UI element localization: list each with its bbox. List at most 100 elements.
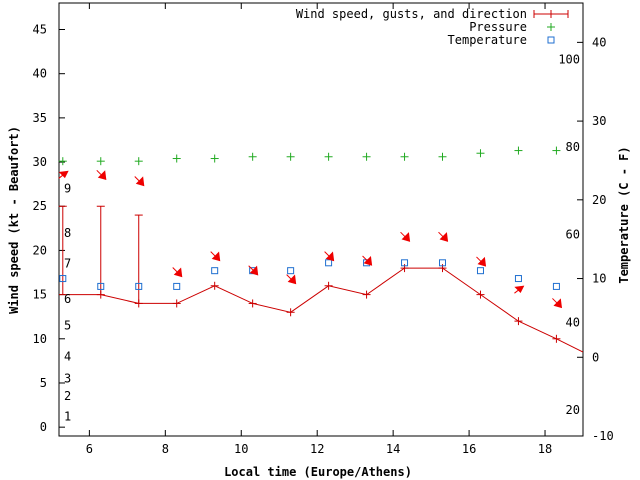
beaufort-label: 6 xyxy=(64,292,71,306)
fahrenheit-label: 20 xyxy=(566,403,580,417)
wind-speed-point xyxy=(514,317,523,326)
arrow-head xyxy=(58,170,69,179)
fahrenheit-label: 40 xyxy=(566,316,580,330)
fahrenheit-label: 80 xyxy=(566,140,580,154)
wind-speed-point xyxy=(362,290,371,299)
temperature-point xyxy=(135,282,143,290)
beaufort-label: 7 xyxy=(64,257,71,271)
y-left-tick-label: 40 xyxy=(33,67,47,81)
arrow-head xyxy=(553,298,563,309)
arrow-head xyxy=(439,232,449,242)
temperature-point xyxy=(325,259,333,267)
label-layer: 6 8 10 12 14 16 18051015202530354045-100102030… xyxy=(33,23,614,456)
temperature-point xyxy=(476,267,484,275)
wind-direction-arrow xyxy=(324,251,335,262)
pressure-point xyxy=(286,152,295,161)
beaufort-label: 1 xyxy=(64,410,71,424)
x-tick-label: 6 xyxy=(86,442,93,456)
y-left-tick-label: 10 xyxy=(33,332,47,346)
temperature-point xyxy=(514,275,522,283)
y-right-tick-label: 40 xyxy=(592,35,606,49)
plot-frame xyxy=(58,2,584,437)
fahrenheit-label: 60 xyxy=(566,227,580,241)
wind-direction-arrow xyxy=(96,169,107,181)
pressure-point xyxy=(134,157,143,166)
wind-direction-arrow xyxy=(362,255,373,266)
wind-direction-arrow xyxy=(476,256,487,267)
arrow-head xyxy=(97,170,107,181)
pressure-point xyxy=(58,157,67,166)
temperature-point xyxy=(552,282,560,290)
wind-speed-point xyxy=(286,308,295,317)
temperature-point xyxy=(439,259,447,267)
legend-marker xyxy=(547,36,555,44)
legend: Wind speed, gusts, and directionPressure… xyxy=(296,7,569,47)
fahrenheit-label: 100 xyxy=(558,53,580,67)
beaufort-label: 9 xyxy=(64,182,71,196)
y-left-tick-label: 20 xyxy=(33,243,47,257)
pressure-point xyxy=(248,152,257,161)
wind-direction-arrow xyxy=(438,231,449,242)
pressure-point xyxy=(324,152,333,161)
temperature-point xyxy=(401,259,409,267)
y-axis-label-left: Wind speed (kt - Beaufort) xyxy=(7,126,21,314)
pressure-point xyxy=(96,157,105,166)
legend-label: Wind speed, gusts, and direction xyxy=(296,7,527,21)
pressure-point xyxy=(172,154,181,163)
beaufort-label: 5 xyxy=(64,319,71,333)
arrow-head xyxy=(135,176,145,187)
legend-label: Temperature xyxy=(448,33,527,47)
arrow-head xyxy=(401,232,411,242)
wind-speed-point xyxy=(552,334,561,343)
wind-direction-arrow xyxy=(552,298,563,309)
tick-layer xyxy=(59,3,583,437)
pressure-point xyxy=(552,146,561,155)
temperature-point xyxy=(211,267,219,275)
wind-speed-point xyxy=(210,281,219,290)
wind-speed-point xyxy=(248,299,257,308)
pressure-point xyxy=(514,146,523,155)
pressure-point xyxy=(362,152,371,161)
wind-direction-arrow xyxy=(58,170,69,179)
arrow-head xyxy=(211,251,221,262)
wind-speed-point xyxy=(476,290,485,299)
arrow-head xyxy=(173,267,183,278)
y-axis-label-right: Temperature (C - F) xyxy=(617,146,631,283)
y-left-tick-label: 0 xyxy=(40,420,47,434)
wind-direction-arrow xyxy=(134,176,145,187)
pressure-point xyxy=(400,152,409,161)
y-left-tick-label: 25 xyxy=(33,199,47,213)
y-right-tick-label: 30 xyxy=(592,114,606,128)
wind-direction-arrow xyxy=(400,231,411,242)
y-left-tick-label: 15 xyxy=(33,288,47,302)
wind-speed-point xyxy=(96,290,105,299)
arrow-head xyxy=(287,274,297,285)
legend-label: Pressure xyxy=(469,20,527,34)
x-tick-label: 8 xyxy=(162,442,169,456)
legend-marker xyxy=(547,23,555,31)
wind-direction-arrow xyxy=(248,265,259,276)
temperature-point xyxy=(97,282,105,290)
y-left-tick-label: 35 xyxy=(33,111,47,125)
wind-direction-arrow xyxy=(210,251,221,262)
pressure-point xyxy=(210,154,219,163)
y-left-tick-label: 45 xyxy=(33,23,47,37)
wind-direction-arrow xyxy=(514,285,525,294)
y-left-tick-label: 30 xyxy=(33,155,47,169)
wind-speed-point xyxy=(324,281,333,290)
pressure-point xyxy=(476,149,485,158)
wind-speed-line xyxy=(59,267,583,353)
series-layer xyxy=(58,146,583,353)
x-axis-label: Local time (Europe/Athens) xyxy=(224,465,412,479)
y-right-tick-label: 20 xyxy=(592,193,606,207)
x-tick-label: 10 xyxy=(234,442,248,456)
y-right-tick-label: -10 xyxy=(592,429,614,443)
x-tick-label: 12 xyxy=(310,442,324,456)
wind-direction-arrow xyxy=(286,274,297,285)
y-right-tick-label: 10 xyxy=(592,272,606,286)
temperature-point xyxy=(173,282,181,290)
beaufort-label: 4 xyxy=(64,349,71,363)
temperature-point xyxy=(59,275,67,283)
wind-speed-point xyxy=(172,299,181,308)
